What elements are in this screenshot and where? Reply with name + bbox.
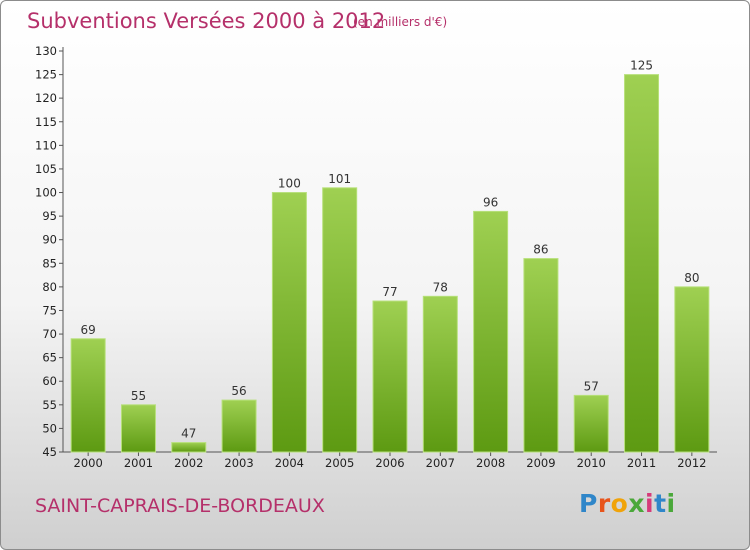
data-label-2001: 55 — [131, 389, 146, 403]
y-tick-label: 50 — [42, 421, 57, 435]
x-tick-label: 2012 — [677, 456, 706, 470]
bar-2012 — [674, 286, 710, 453]
y-tick-label: 70 — [42, 327, 57, 341]
x-tick-label: 2002 — [174, 456, 203, 470]
y-tick-label: 95 — [42, 209, 57, 223]
bar-2005 — [322, 187, 358, 453]
bar-2008 — [473, 210, 509, 453]
bar-2010 — [573, 394, 609, 453]
data-label-2011: 125 — [630, 59, 653, 73]
bar-2004 — [271, 192, 307, 453]
x-tick-label: 2008 — [476, 456, 505, 470]
bar-2009 — [523, 258, 559, 453]
y-tick-label: 115 — [35, 115, 57, 129]
x-tick-label: 2006 — [375, 456, 404, 470]
y-tick-label: 120 — [35, 91, 57, 105]
bar-2006 — [372, 300, 408, 453]
y-tick-label: 110 — [35, 138, 57, 152]
data-label-2010: 57 — [584, 379, 599, 393]
chart-title: Subventions Versées 2000 à 2012 — [27, 9, 386, 33]
y-tick-label: 105 — [35, 162, 57, 176]
bar-2000 — [70, 338, 106, 453]
proxiti-logo: Proxiti — [579, 489, 676, 518]
logo-letter: t — [654, 489, 667, 518]
x-tick-label: 2007 — [426, 456, 455, 470]
data-label-2009: 86 — [533, 243, 548, 257]
data-label-2008: 96 — [483, 195, 498, 209]
logo-letter: r — [597, 489, 611, 518]
y-tick-label: 45 — [42, 445, 57, 459]
bar-2003 — [221, 399, 257, 453]
y-tick-label: 85 — [42, 256, 57, 270]
x-tick-label: 2005 — [325, 456, 354, 470]
data-label-2007: 78 — [433, 280, 448, 294]
y-tick-label: 55 — [42, 398, 57, 412]
logo-letter: i — [666, 489, 676, 518]
x-tick-label: 2009 — [526, 456, 555, 470]
place-name: SAINT-CAPRAIS-DE-BORDEAUX — [35, 495, 325, 517]
logo-letter: P — [579, 489, 598, 518]
bar-2001 — [120, 404, 156, 453]
logo-letter: o — [610, 489, 629, 518]
logo-letter: x — [628, 489, 645, 518]
x-tick-label: 2010 — [577, 456, 606, 470]
y-tick-label: 80 — [42, 280, 57, 294]
x-tick-label: 2011 — [627, 456, 656, 470]
data-label-2003: 56 — [231, 384, 246, 398]
y-tick-label: 60 — [42, 374, 57, 388]
chart-subtitle: (en milliers d'€) — [353, 15, 448, 29]
x-tick-label: 2003 — [224, 456, 253, 470]
x-tick-label: 2000 — [74, 456, 103, 470]
y-tick-label: 125 — [35, 68, 57, 82]
y-tick-label: 90 — [42, 233, 57, 247]
logo-letter: i — [645, 489, 655, 518]
bar-2002 — [171, 442, 207, 453]
data-label-2005: 101 — [328, 172, 351, 186]
bar-2007 — [422, 295, 458, 453]
bar-2011 — [624, 74, 660, 453]
x-tick-label: 2004 — [275, 456, 304, 470]
y-tick-label: 130 — [35, 44, 57, 58]
data-label-2000: 69 — [81, 323, 96, 337]
data-label-2006: 77 — [382, 285, 397, 299]
x-tick-label: 2001 — [124, 456, 153, 470]
y-tick-label: 100 — [35, 186, 57, 200]
data-label-2002: 47 — [181, 427, 196, 441]
y-tick-label: 75 — [42, 303, 57, 317]
data-label-2004: 100 — [278, 177, 301, 191]
y-tick-label: 65 — [42, 351, 57, 365]
data-label-2012: 80 — [684, 271, 699, 285]
